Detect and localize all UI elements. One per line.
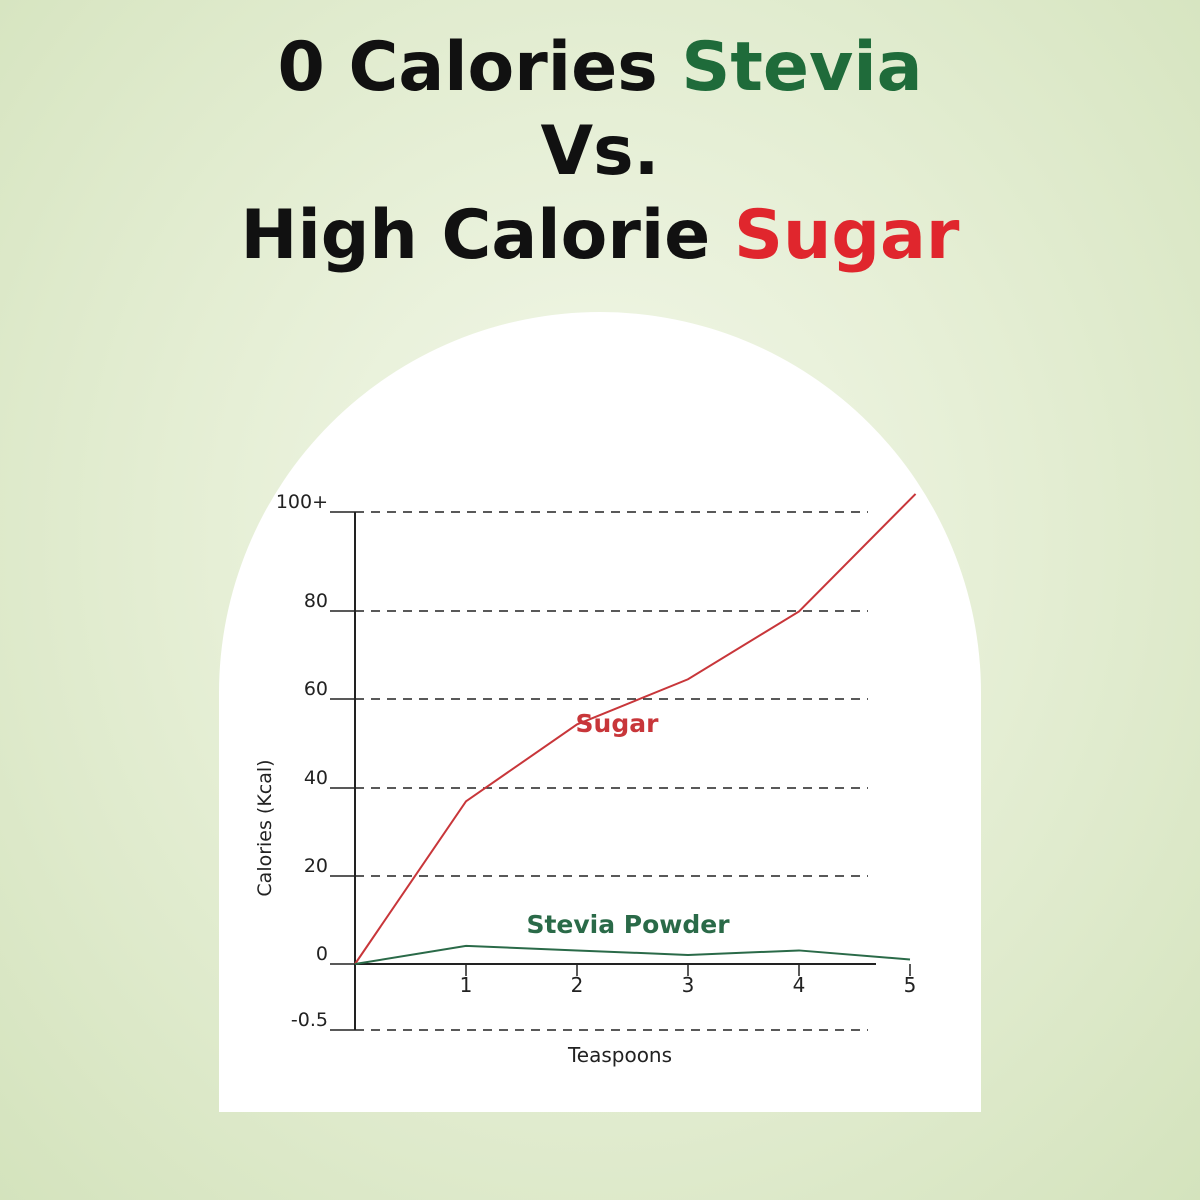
sugar-series-label: Sugar xyxy=(576,709,660,738)
title-stevia-word: Stevia xyxy=(681,28,923,107)
stevia-series-label: Stevia Powder xyxy=(526,910,730,939)
stevia-series-line xyxy=(354,944,911,965)
x-tick-label: 4 xyxy=(793,973,806,997)
y-tick-label: 0 xyxy=(316,943,328,965)
y-tick-label: 60 xyxy=(304,678,328,700)
chart-panel xyxy=(219,312,981,1112)
y-tick-label: 40 xyxy=(304,767,328,789)
y-axis-label: Calories (Kcal) xyxy=(254,759,276,896)
title-prefix-calories: 0 Calories xyxy=(277,28,682,107)
y-tick-label: 20 xyxy=(304,855,328,877)
y-tick-label: -0.5 xyxy=(291,1009,328,1031)
x-tick-label: 5 xyxy=(904,973,917,997)
title-line-2: Vs. xyxy=(540,112,660,191)
title-sugar-word: Sugar xyxy=(733,196,960,275)
x-tick-label: 2 xyxy=(571,973,584,997)
y-tick-label: 100+ xyxy=(276,491,328,513)
title-prefix-high-calorie: High Calorie xyxy=(240,196,734,275)
title-line-1: 0 Calories Stevia xyxy=(0,34,1200,102)
y-tick-label: 80 xyxy=(304,590,328,612)
x-axis-label: Teaspoons xyxy=(567,1043,672,1067)
x-tick-label: 1 xyxy=(460,973,473,997)
title-line-3: High Calorie Sugar xyxy=(0,202,1200,270)
x-tick-label: 3 xyxy=(682,973,695,997)
sugar-series-line xyxy=(354,493,917,965)
